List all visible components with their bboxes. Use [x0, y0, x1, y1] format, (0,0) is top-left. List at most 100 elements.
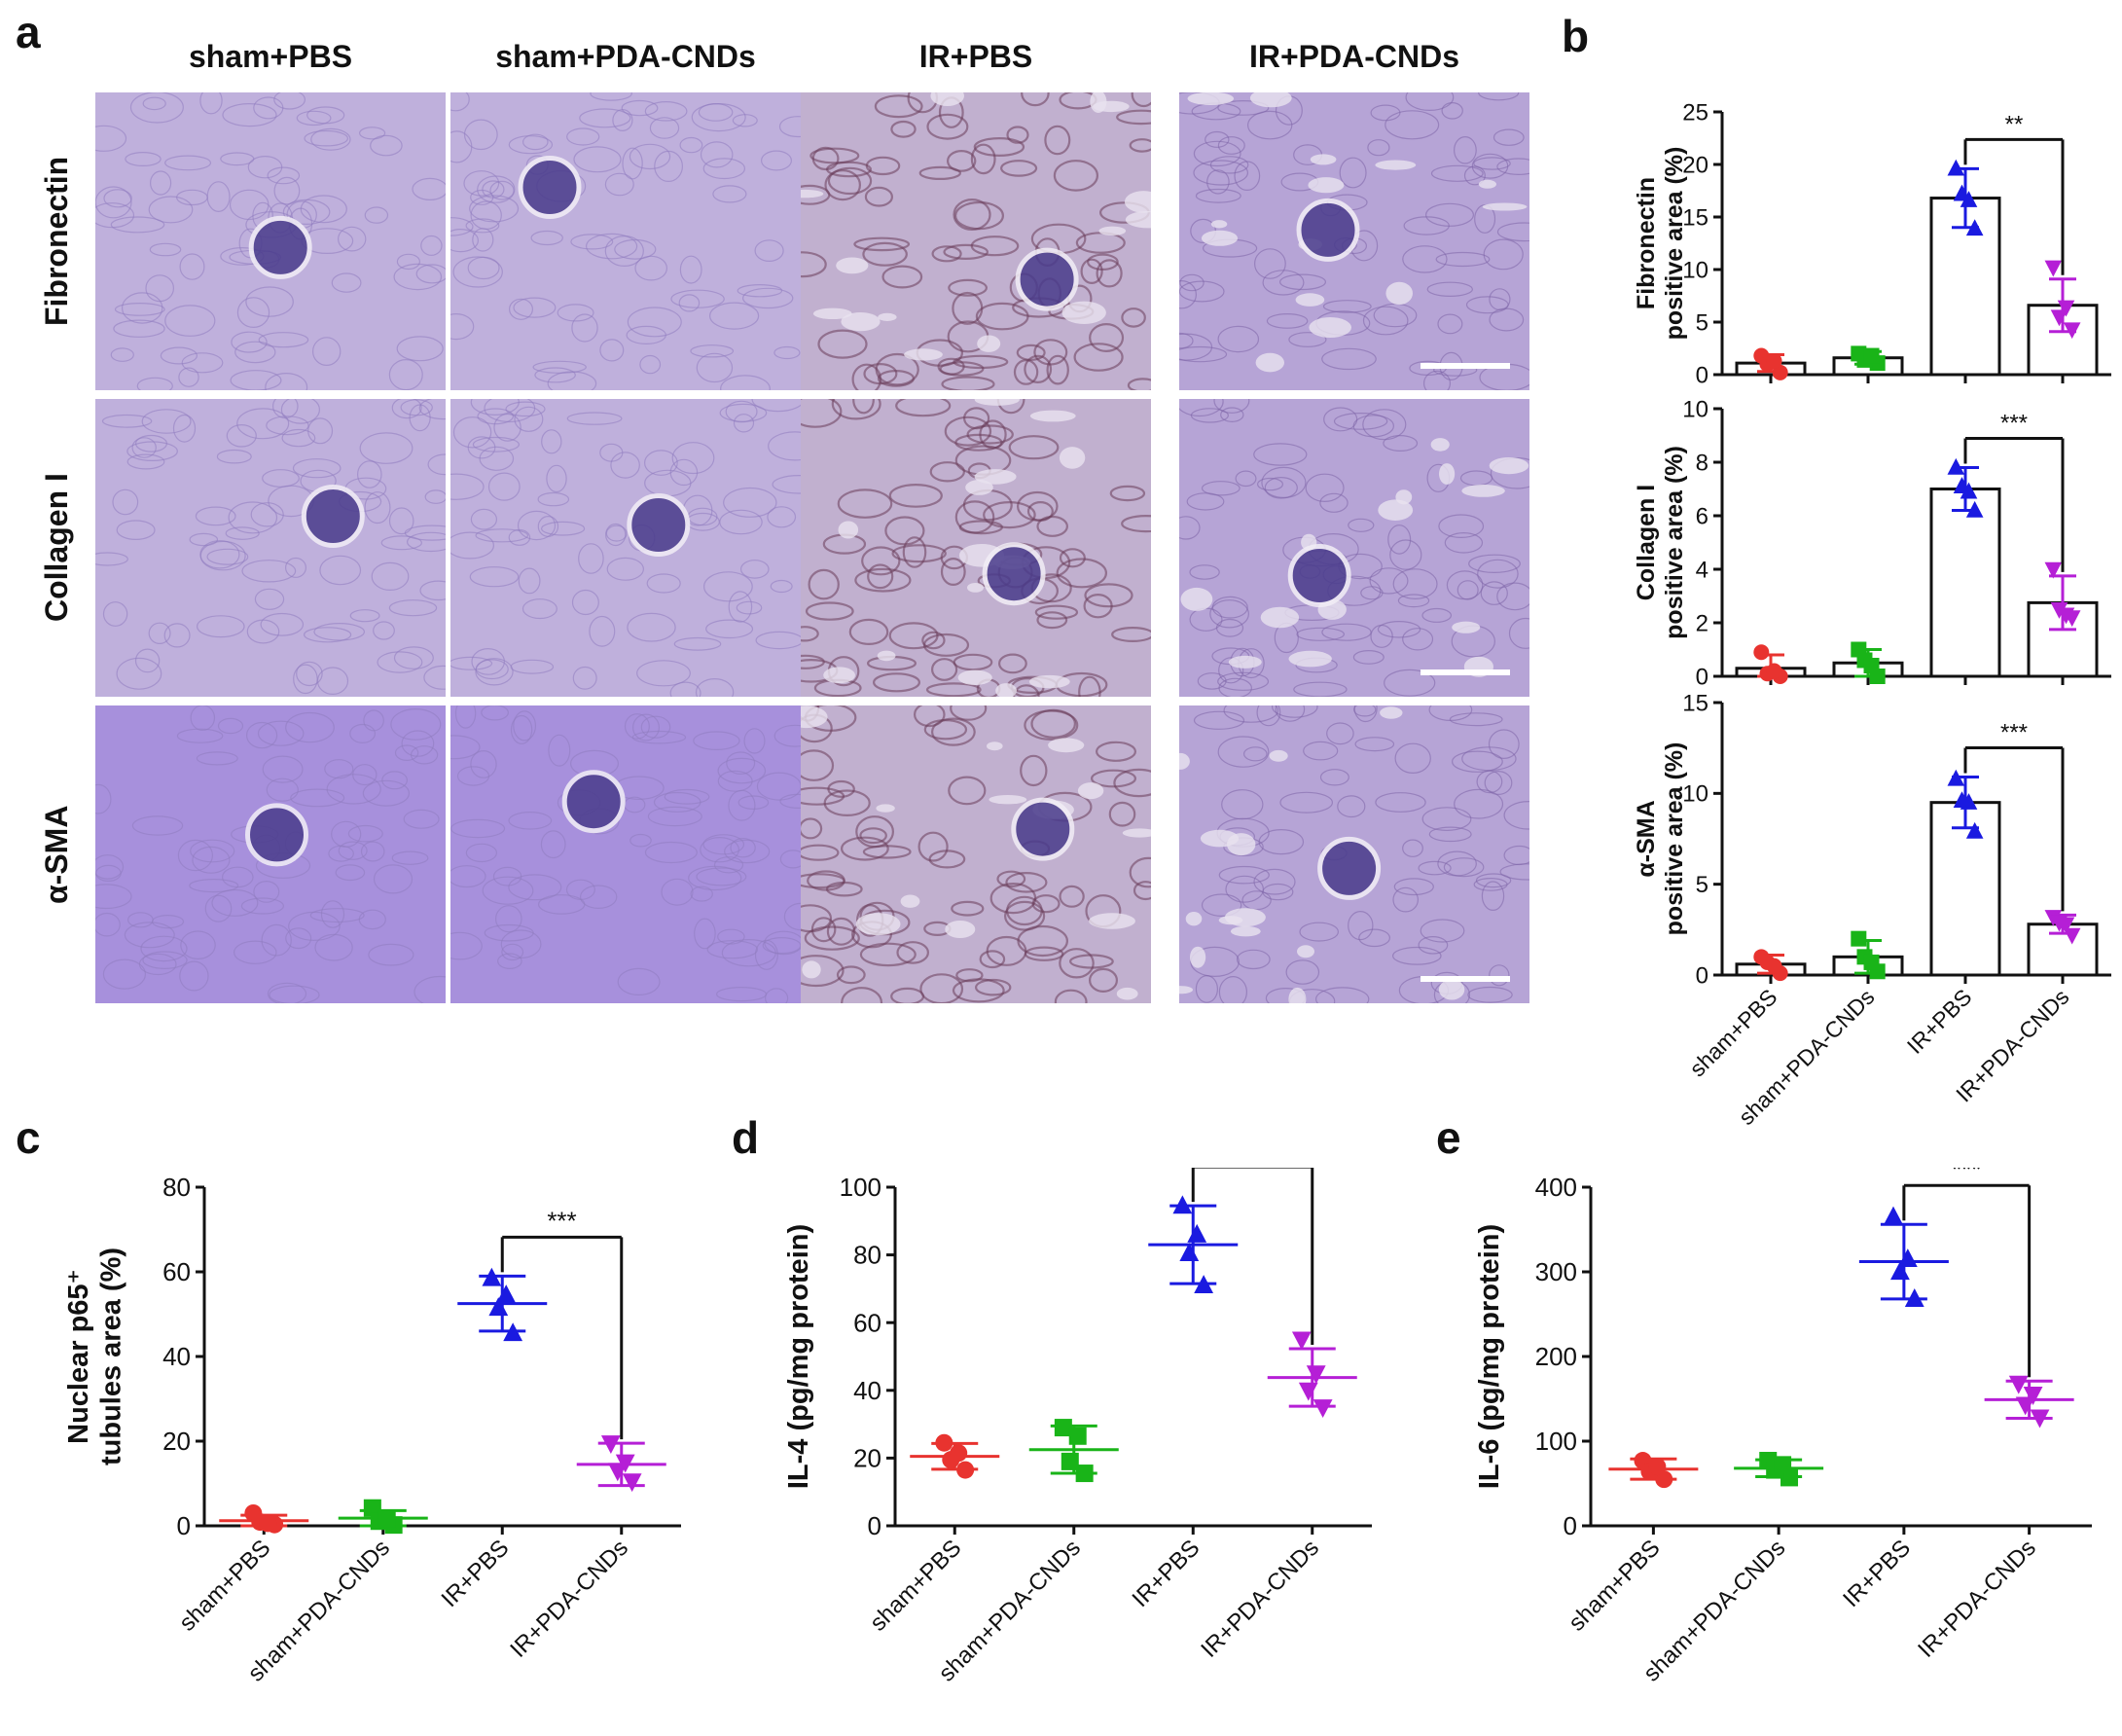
data-point	[1179, 1243, 1200, 1261]
chart-e-il6: 0 100 200 300 400 IL-6 (pg/mg protein) *** sham…	[1474, 1168, 2092, 1686]
data-point	[935, 1433, 953, 1452]
data-point	[1965, 219, 1984, 236]
y-tick-label: 100	[840, 1173, 881, 1202]
data-point	[622, 1473, 642, 1493]
y-axis-label: Collagen I	[1633, 485, 1660, 600]
data-point	[2044, 260, 2063, 277]
y-tick-label: 80	[853, 1241, 881, 1270]
x-tick-label: IR+PBS	[1838, 1535, 1916, 1612]
micrograph-image	[1179, 92, 1529, 390]
data-point	[482, 1267, 502, 1286]
x-tick-label: sham+PBS	[1684, 984, 1781, 1081]
data-point	[956, 1461, 975, 1479]
micrograph-column-title: IR+PBS	[918, 39, 1033, 74]
y-tick-label: 8	[1696, 450, 1708, 476]
significance-label: ***	[547, 1206, 576, 1235]
y-tick-label: 15	[1682, 204, 1708, 231]
data-point	[1947, 769, 1965, 786]
x-tick-label: IR+PDA-CNDs	[1196, 1535, 1324, 1663]
y-tick-label: 4	[1696, 557, 1708, 583]
data-point	[600, 1435, 621, 1454]
x-tick-label: IR+PBS	[1128, 1535, 1205, 1612]
data-point	[2063, 322, 2081, 340]
y-tick-label: 100	[1535, 1427, 1577, 1456]
micrograph-column-title: IR+PDA-CNDs	[1248, 39, 1460, 74]
panel-label-d: d	[732, 1112, 760, 1163]
y-tick-label: 20	[162, 1427, 191, 1456]
data-point	[1648, 1458, 1667, 1476]
y-tick-label: 40	[162, 1342, 191, 1371]
data-point	[1965, 500, 1984, 518]
y-axis-label: IL-6 (pg/mg protein)	[1474, 1224, 1505, 1489]
data-point	[2044, 561, 2063, 579]
data-point	[1772, 364, 1788, 380]
y-tick-label: 0	[868, 1511, 881, 1540]
y-tick-label: 20	[853, 1444, 881, 1473]
data-point	[488, 1297, 509, 1317]
data-point	[1947, 159, 1965, 176]
micrograph-column-title: sham+PDA-CNDs	[495, 39, 756, 74]
data-point	[1863, 954, 1880, 970]
data-point	[615, 1454, 635, 1473]
data-point	[1061, 1452, 1079, 1470]
y-tick-label: 15	[1682, 693, 1708, 716]
micrograph-image	[450, 705, 801, 1003]
micrograph-image	[95, 92, 446, 390]
y-axis-label: positive area (%)	[1661, 147, 1688, 341]
x-tick-label: IR+PBS	[1902, 984, 1977, 1059]
y-tick-label: 300	[1535, 1257, 1577, 1286]
data-point	[2050, 309, 2068, 327]
y-axis-label: α-SMA	[1633, 800, 1660, 877]
scale-bar	[1421, 669, 1510, 675]
data-point	[1863, 347, 1880, 364]
y-tick-label: 0	[1696, 962, 1708, 989]
micrograph-image	[1179, 399, 1529, 697]
scale-bar	[1421, 363, 1510, 369]
data-point	[2030, 1409, 2050, 1429]
x-tick-label: sham+PBS	[174, 1535, 275, 1636]
data-point	[1897, 1248, 1918, 1268]
data-point	[1194, 1275, 1214, 1294]
data-point	[1187, 1223, 1207, 1243]
y-tick-label: 40	[853, 1376, 881, 1405]
x-tick-label: sham+PDA-CNDs	[1638, 1535, 1790, 1686]
y-tick-label: 25	[1682, 99, 1708, 126]
y-tick-label: 0	[177, 1511, 191, 1540]
data-point	[2023, 1387, 2043, 1405]
data-point	[1960, 793, 1978, 810]
chart-c-p65: 0 20 40 60 80 Nuclear p65⁺ tubules area (%) ***…	[63, 1173, 681, 1686]
data-point	[496, 1284, 517, 1304]
data-point	[1075, 1465, 1094, 1483]
data-point	[1298, 1382, 1318, 1401]
significance-label: **	[2005, 111, 2024, 137]
data-point	[1960, 191, 1978, 207]
chart-b-fibronectin: 0 5 10 15 20 25 Fibronectin positive area (%) **	[1633, 99, 2111, 388]
data-point	[607, 1463, 628, 1482]
micrograph-row-title: α-SMA	[39, 805, 74, 904]
y-axis-label: positive area (%)	[1661, 742, 1688, 936]
data-point	[1054, 1419, 1072, 1437]
y-axis-label: IL-4 (pg/mg protein)	[783, 1224, 814, 1489]
data-point	[2057, 300, 2075, 317]
significance-label: ***	[2000, 411, 2028, 437]
y-axis-label: Fibronectin	[1633, 177, 1660, 309]
micrograph-image	[95, 399, 446, 697]
panel-label-b: b	[1562, 11, 1590, 61]
x-tick-label: IR+PDA-CNDs	[505, 1535, 633, 1663]
micrograph-image	[801, 705, 1151, 1003]
y-tick-label: 2	[1696, 610, 1708, 636]
y-tick-label: 80	[162, 1173, 191, 1202]
data-point	[259, 1514, 277, 1533]
data-point	[1884, 1206, 1903, 1225]
data-point	[1851, 930, 1867, 947]
data-point	[1904, 1288, 1924, 1307]
data-point	[1313, 1399, 1333, 1418]
micrograph-image	[801, 399, 1151, 697]
x-tick-label: IR+PDA-CNDs	[1913, 1535, 2041, 1663]
data-point	[503, 1322, 523, 1342]
y-tick-label: 0	[1696, 362, 1708, 388]
data-point	[1774, 1456, 1792, 1474]
y-tick-label: 400	[1535, 1173, 1577, 1202]
